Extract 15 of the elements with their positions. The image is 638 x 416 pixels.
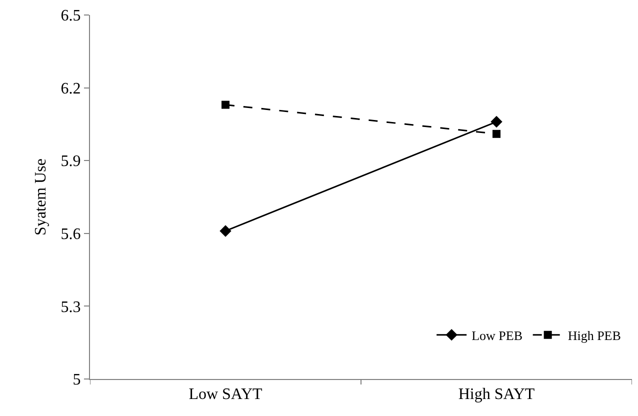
point	[492, 130, 500, 138]
point	[222, 100, 230, 109]
y-tick-label: 5.3	[60, 298, 81, 316]
y-tick-label: 5	[72, 372, 81, 389]
x-tick-label: High SAYT	[458, 386, 535, 404]
legend-label: Low PEB	[472, 328, 523, 343]
x-tick-label: Low SAYT	[188, 386, 263, 404]
y-tick-label: 6.5	[60, 8, 81, 25]
point	[490, 116, 502, 128]
y-tick-label: 5.9	[60, 153, 81, 170]
point	[220, 225, 232, 237]
legend-label: High PEB	[568, 328, 622, 343]
y-tick-label: 5.6	[60, 226, 81, 243]
y-tick-label: 6.2	[60, 80, 81, 98]
y-axis-title: Syatem Use	[32, 158, 50, 236]
